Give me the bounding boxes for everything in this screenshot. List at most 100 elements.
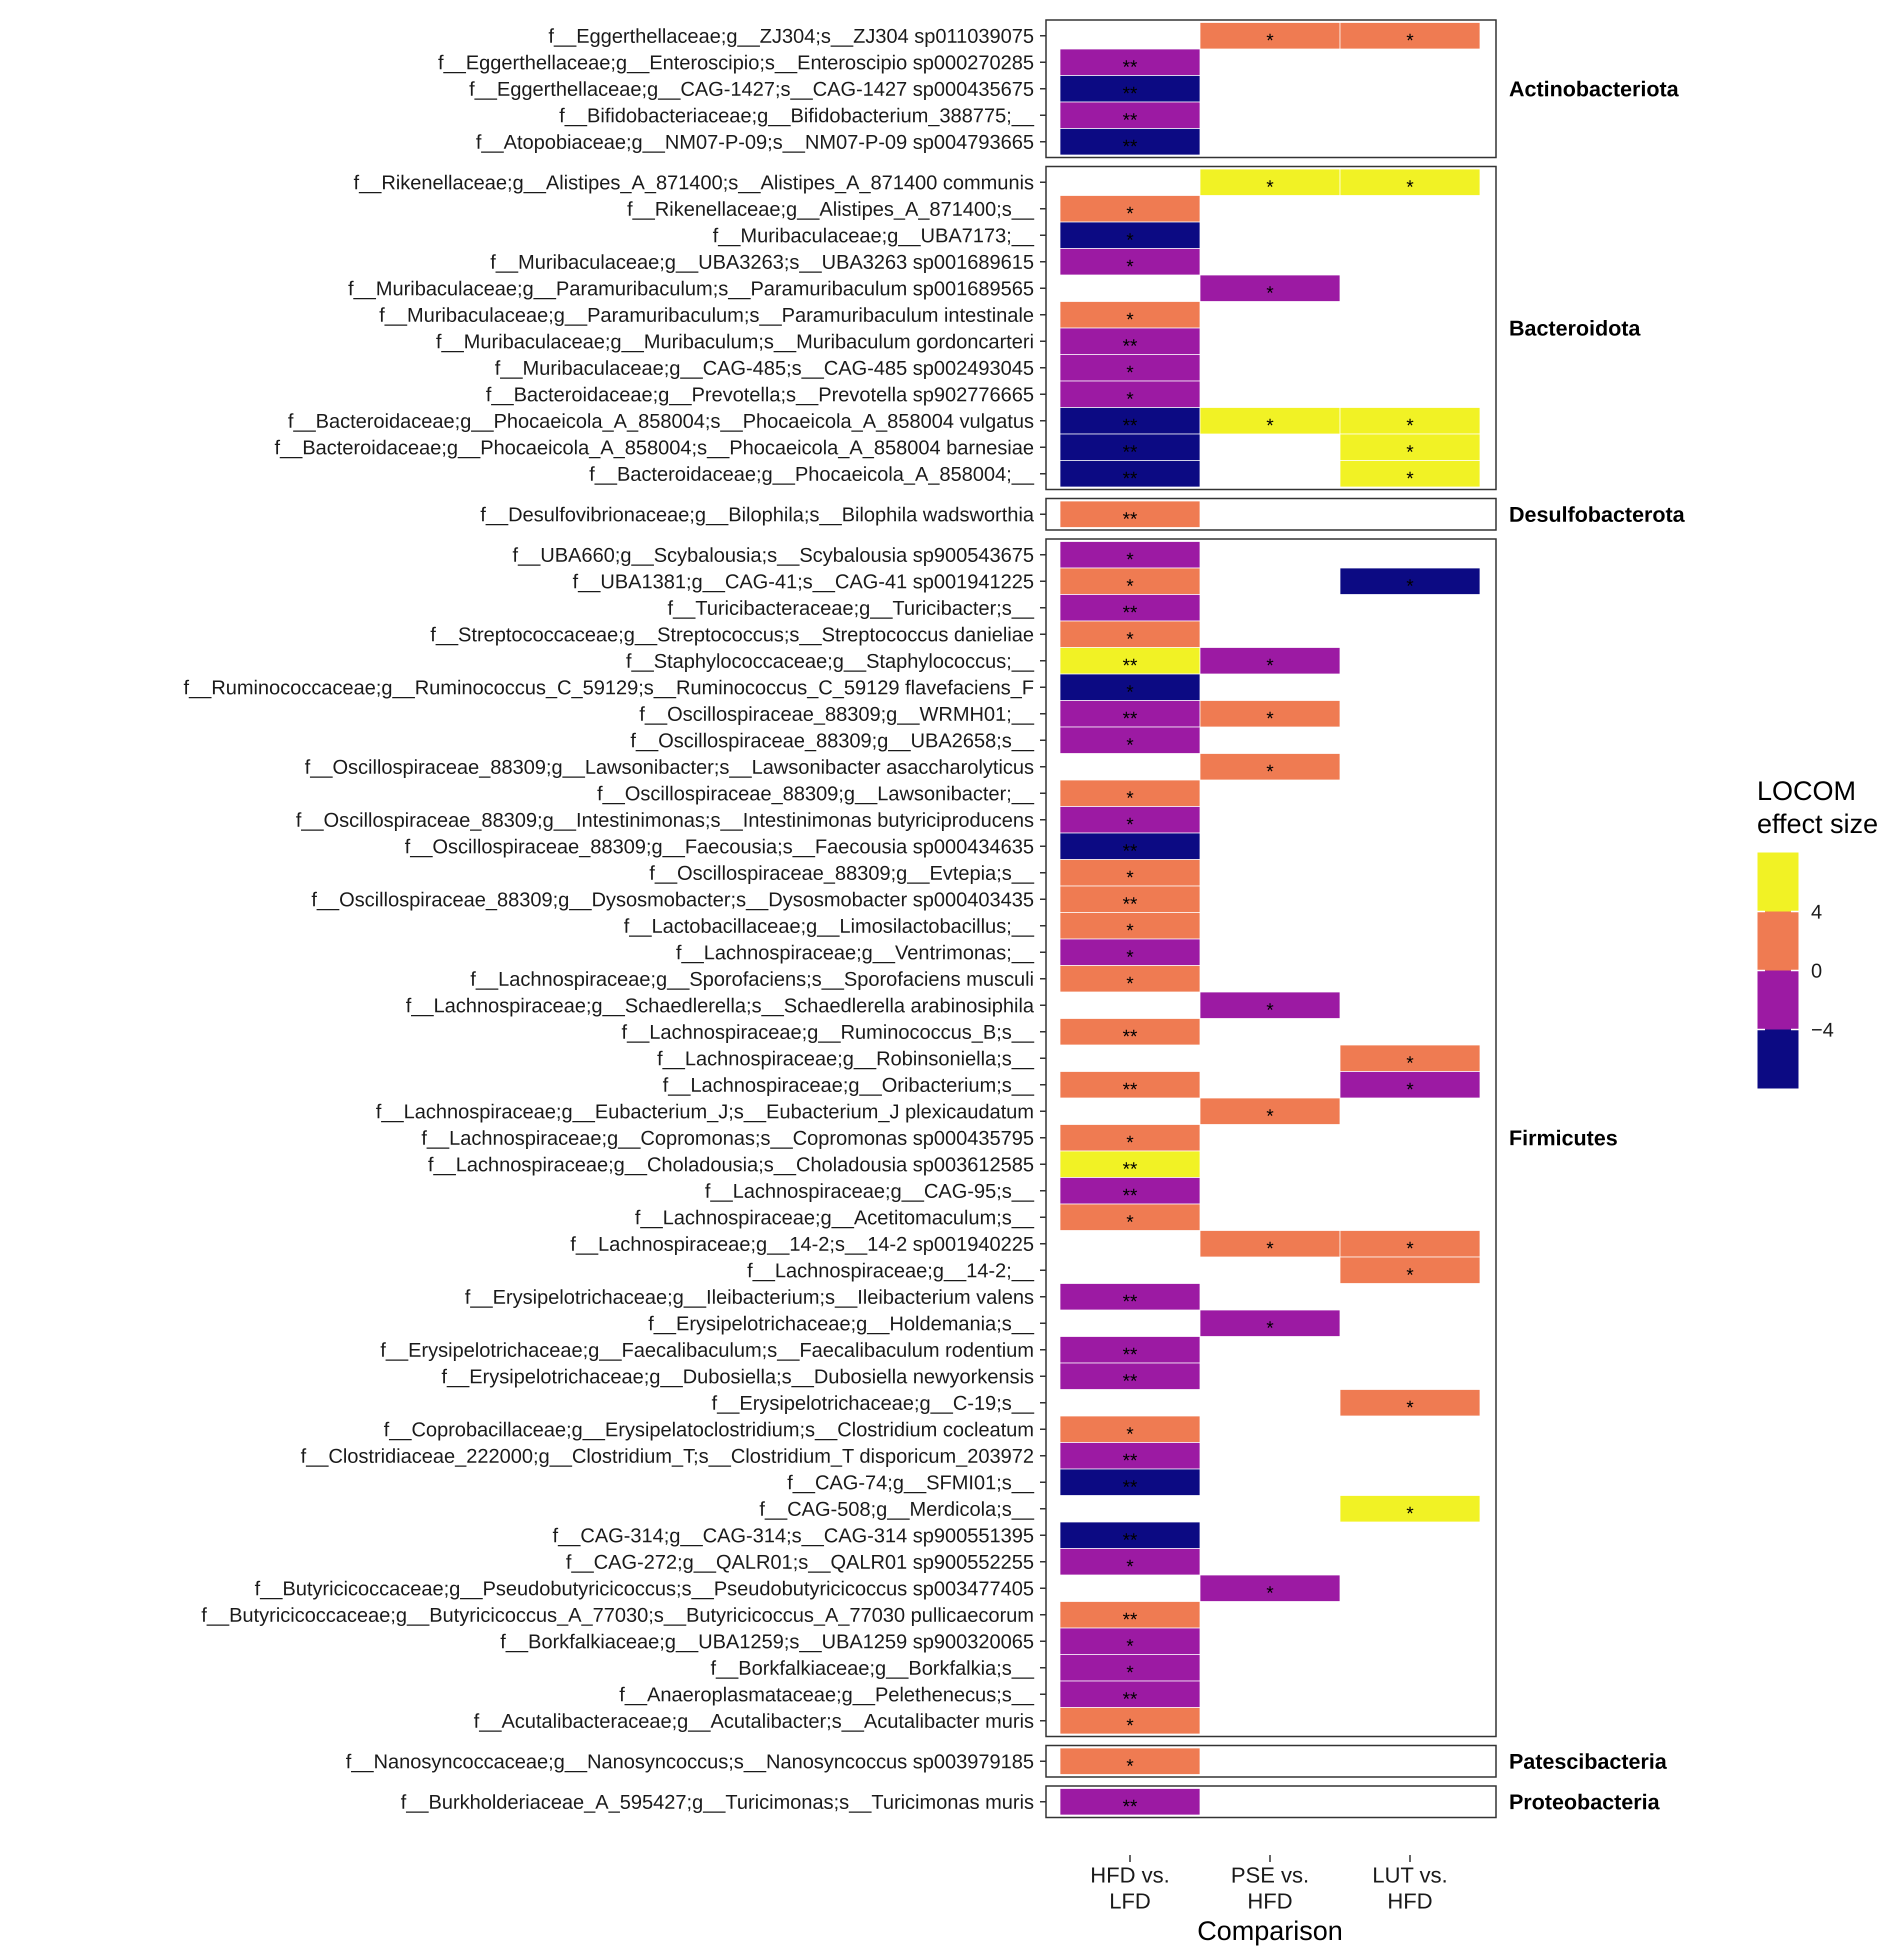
- heatmap-cell: [1060, 541, 1200, 568]
- panel-border: [1045, 166, 1497, 490]
- taxon-label: f__Muribaculaceae;g__Muribaculum;s__Muri…: [436, 331, 1034, 353]
- heatmap-cell: [1060, 1071, 1200, 1098]
- heatmap-cell: [1060, 128, 1200, 156]
- heatmap-cell: [1340, 434, 1480, 461]
- panel-border: [1045, 498, 1497, 531]
- heatmap-cell: [1060, 938, 1200, 966]
- taxon-label: f__Eggerthellaceae;g__ZJ304;s__ZJ304 sp0…: [548, 26, 1034, 48]
- significance-mark: *: [1126, 550, 1134, 570]
- significance-mark: *: [1126, 1132, 1134, 1154]
- heatmap-cell: [1060, 1548, 1200, 1576]
- heatmap-cell: [1340, 1071, 1480, 1098]
- heatmap-cell: [1200, 407, 1340, 434]
- heatmap-cell: [1060, 886, 1200, 913]
- significance-mark: **: [1122, 84, 1138, 104]
- heatmap-cell: [1200, 647, 1340, 674]
- legend-tick-label-0: 0: [1811, 960, 1822, 982]
- significance-mark: *: [1266, 177, 1274, 198]
- heatmap-cell: [1200, 1230, 1340, 1258]
- heatmap-cell: [1340, 568, 1480, 595]
- significance-mark: **: [1122, 468, 1138, 490]
- heatmap-cell: [1060, 301, 1200, 328]
- heatmap-cell: [1060, 195, 1200, 222]
- taxon-label: f__Lachnospiraceae;g__Ventrimonas;__: [676, 942, 1034, 964]
- heatmap-cell: [1060, 1018, 1200, 1046]
- significance-mark: **: [1122, 442, 1138, 463]
- taxon-label: f__Erysipelotrichaceae;g__Ileibacterium;…: [465, 1286, 1034, 1308]
- phylum-label-patescibacteria: Patescibacteria: [1509, 1750, 1668, 1774]
- significance-mark: **: [1122, 1450, 1138, 1472]
- heatmap-cell: [1060, 248, 1200, 276]
- taxon-label: f__Lachnospiraceae;g__CAG-95;s__: [705, 1180, 1034, 1202]
- taxon-label: f__Erysipelotrichaceae;g__Dubosiella;s__…: [442, 1366, 1034, 1388]
- heatmap-cell: [1060, 1204, 1200, 1231]
- taxon-label: f__Bacteroidaceae;g__Phocaeicola_A_85800…: [589, 464, 1034, 486]
- significance-mark: **: [1122, 1610, 1138, 1630]
- significance-mark: *: [1406, 1238, 1414, 1260]
- significance-mark: **: [1122, 1344, 1138, 1366]
- taxon-label: f__Oscillospiraceae_88309;g__Faecousia;s…: [404, 836, 1034, 858]
- taxon-label: f__Coprobacillaceae;g__Erysipelatoclostr…: [384, 1419, 1034, 1441]
- heatmap-cell: [1060, 1124, 1200, 1152]
- heatmap-cell: [1200, 992, 1340, 1019]
- phylum-label-firmicutes: Firmicutes: [1509, 1126, 1618, 1150]
- taxon-label: f__Oscillospiraceae_88309;g__UBA2658;s__: [630, 730, 1034, 752]
- taxon-label: f__Rikenellaceae;g__Alistipes_A_871400;s…: [354, 172, 1034, 194]
- significance-mark: **: [1122, 841, 1138, 862]
- significance-mark: **: [1122, 509, 1138, 530]
- taxon-label: f__Turicibacteraceae;g__Turicibacter;s__: [668, 598, 1034, 620]
- significance-mark: *: [1406, 1053, 1414, 1074]
- legend: LOCOM effect size 4 0 −4: [1757, 776, 1878, 1088]
- significance-mark: **: [1122, 602, 1138, 624]
- taxon-label: f__Nanosyncoccaceae;g__Nanosyncoccus;s__…: [346, 1751, 1034, 1773]
- heatmap-cell: [1060, 1788, 1200, 1816]
- significance-mark: *: [1126, 204, 1134, 224]
- significance-mark: *: [1266, 762, 1274, 782]
- panel-border: [1045, 538, 1497, 1738]
- taxon-label: f__Borkfalkiaceae;g__UBA1259;s__UBA1259 …: [500, 1631, 1034, 1653]
- legend-bin-high: [1758, 852, 1798, 912]
- heatmap-cell: [1340, 407, 1480, 434]
- heatmap-cell: [1200, 168, 1340, 196]
- heatmap-cell: [1340, 168, 1480, 196]
- panel-border: [1045, 1785, 1497, 1818]
- significance-mark: *: [1266, 708, 1274, 730]
- significance-mark: *: [1406, 177, 1414, 198]
- x-tick-label-2: PSE vs. HFD: [1231, 1863, 1310, 1914]
- significance-mark: *: [1126, 1556, 1134, 1578]
- taxon-label: f__Erysipelotrichaceae;g__C-19;s__: [712, 1392, 1034, 1414]
- significance-mark: *: [1406, 442, 1414, 463]
- heatmap-cell: [1060, 674, 1200, 701]
- significance-mark: *: [1126, 814, 1134, 836]
- significance-mark: **: [1122, 136, 1138, 158]
- heatmap-cell: [1200, 753, 1340, 780]
- legend-bin-low: [1758, 1030, 1798, 1088]
- taxon-label: f__Eggerthellaceae;g__Enteroscipio;s__En…: [438, 52, 1034, 74]
- heatmap-cell: [1060, 222, 1200, 249]
- taxon-label: f__CAG-272;g__QALR01;s__QALR01 sp9005522…: [566, 1552, 1034, 1574]
- significance-mark: *: [1126, 389, 1134, 410]
- legend-title: LOCOM effect size: [1757, 776, 1878, 839]
- significance-mark: **: [1122, 1080, 1138, 1100]
- taxon-label: f__Lachnospiraceae;g__Robinsoniella;s__: [657, 1048, 1034, 1070]
- significance-mark: **: [1122, 1689, 1138, 1710]
- significance-mark: *: [1126, 1662, 1134, 1684]
- panel-border: [1045, 19, 1497, 158]
- heatmap-cell: [1060, 500, 1200, 528]
- taxon-label: f__Lachnospiraceae;g__Acetitomaculum;s__: [635, 1207, 1034, 1229]
- heatmap-cell: [1200, 22, 1340, 50]
- taxon-label: f__Anaeroplasmataceae;g__Pelethenecus;s_…: [620, 1684, 1034, 1706]
- heatmap-cell: [1060, 780, 1200, 807]
- x-axis-title: Comparison: [1197, 1916, 1342, 1946]
- significance-mark: **: [1122, 1371, 1138, 1392]
- significance-mark: *: [1126, 920, 1134, 942]
- significance-mark: *: [1126, 576, 1134, 597]
- heatmap-cell: [1060, 75, 1200, 102]
- significance-mark: *: [1406, 1398, 1414, 1418]
- significance-mark: *: [1406, 468, 1414, 490]
- taxon-label: f__Streptococcaceae;g__Streptococcus;s__…: [430, 624, 1034, 646]
- heatmap-cell: [1060, 726, 1200, 754]
- significance-mark: *: [1266, 1583, 1274, 1604]
- significance-mark: **: [1122, 656, 1138, 676]
- significance-mark: **: [1122, 1530, 1138, 1551]
